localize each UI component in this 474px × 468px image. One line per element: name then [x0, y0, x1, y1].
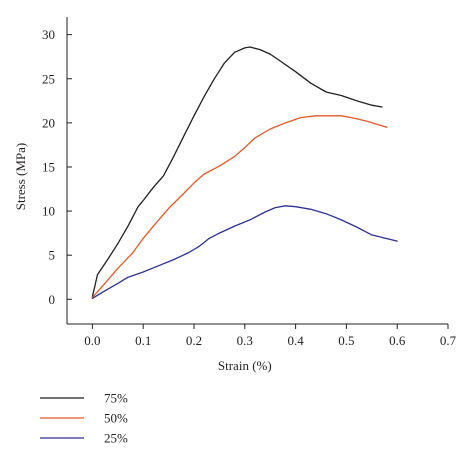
y-tick-label: 0	[49, 292, 56, 307]
y-tick-label: 5	[49, 248, 56, 263]
x-tick-label: 0.5	[338, 333, 354, 348]
y-axis-label: Stress (MPa)	[13, 143, 28, 211]
y-tick-label: 25	[42, 71, 55, 86]
axes-layer: 0 5 10 15 20 25 30 0.0 0.1 0.2 0.3 0.4 0.5 0.6 0.7 St…	[13, 17, 457, 373]
legend: 75% 50% 25%	[40, 391, 128, 446]
y-tick-label: 20	[42, 115, 55, 130]
x-tick-label: 0.3	[237, 333, 253, 348]
y-tick-label: 30	[42, 27, 55, 42]
legend-label: 25%	[104, 431, 128, 446]
y-tick-label: 10	[42, 204, 55, 219]
x-tick-label: 0.0	[84, 333, 100, 348]
legend-label: 50%	[104, 411, 128, 426]
y-axis-ticks: 0 5 10 15 20 25 30	[42, 27, 72, 307]
series-line-0	[91, 46, 383, 298]
x-axis-label: Strain (%)	[218, 358, 272, 373]
legend-label: 75%	[104, 391, 128, 406]
x-tick-label: 0.2	[186, 333, 202, 348]
series-layer	[91, 46, 398, 300]
x-tick-label: 0.7	[440, 333, 457, 348]
series-line-1	[91, 115, 388, 299]
y-tick-label: 15	[42, 159, 55, 174]
series-line-2	[91, 205, 398, 300]
x-axis-ticks: 0.0 0.1 0.2 0.3 0.4 0.5 0.6 0.7	[84, 324, 457, 348]
x-tick-label: 0.4	[287, 333, 304, 348]
x-tick-label: 0.6	[389, 333, 406, 348]
x-tick-label: 0.1	[135, 333, 151, 348]
